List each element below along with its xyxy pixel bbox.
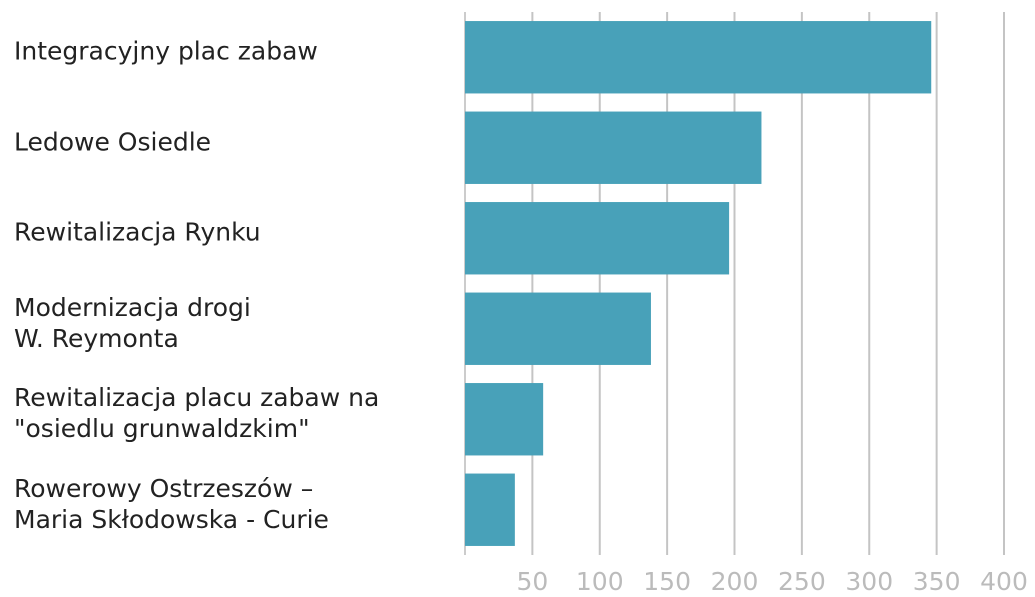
category-label: Rewitalizacja placu zabaw na "osiedlu gr… xyxy=(14,383,380,444)
bar xyxy=(465,202,730,275)
x-tick-label: 400 xyxy=(980,567,1028,596)
bar xyxy=(465,111,762,184)
category-label: Modernizacja drogi W. Reymonta xyxy=(14,292,251,353)
category-label: Rowerowy Ostrzeszów – Maria Skłodowska -… xyxy=(14,473,329,534)
x-tick-label: 200 xyxy=(711,567,759,596)
category-label: Integracyjny plac zabaw xyxy=(14,36,318,66)
x-tick-label: 250 xyxy=(778,567,826,596)
bar xyxy=(465,292,651,365)
bar xyxy=(465,383,544,456)
bar xyxy=(465,21,932,94)
category-label: Rewitalizacja Rynku xyxy=(14,217,261,247)
x-tick-label: 300 xyxy=(845,567,893,596)
x-tick-label: 150 xyxy=(643,567,691,596)
x-tick-label: 350 xyxy=(913,567,961,596)
x-tick-label: 100 xyxy=(576,567,624,596)
x-tick-label: 50 xyxy=(516,567,548,596)
bar xyxy=(465,473,515,546)
category-label: Ledowe Osiedle xyxy=(14,127,212,157)
